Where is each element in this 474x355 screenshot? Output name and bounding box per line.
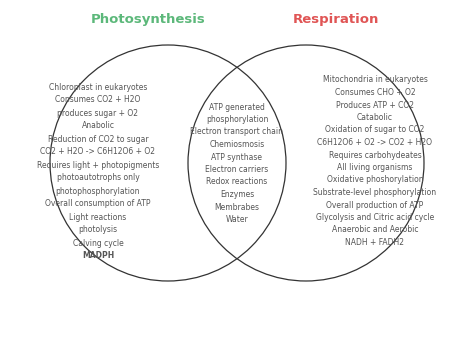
Text: Respiration: Respiration	[293, 12, 379, 26]
Text: Produces ATP + CO2: Produces ATP + CO2	[336, 100, 414, 109]
Text: Anabolic: Anabolic	[82, 121, 115, 131]
Text: CO2 + H2O -> C6H12O6 + O2: CO2 + H2O -> C6H12O6 + O2	[40, 147, 155, 157]
Text: Oxidation of sugar to CO2: Oxidation of sugar to CO2	[325, 126, 425, 135]
Text: ATP generated: ATP generated	[209, 103, 265, 111]
Text: Substrate-level phosphorylation: Substrate-level phosphorylation	[313, 188, 437, 197]
Text: ATP synthase: ATP synthase	[211, 153, 263, 162]
Text: photoautotrophs only: photoautotrophs only	[56, 174, 139, 182]
Text: produces sugar + O2: produces sugar + O2	[57, 109, 138, 118]
Text: Chemiosmosis: Chemiosmosis	[210, 140, 264, 149]
Text: Mitochondria in eukaryotes: Mitochondria in eukaryotes	[323, 76, 428, 84]
Text: photophosphorylation: photophosphorylation	[56, 186, 140, 196]
Text: Enzymes: Enzymes	[220, 190, 254, 199]
Text: Catabolic: Catabolic	[357, 113, 393, 122]
Text: Oxidative phoshorylation: Oxidative phoshorylation	[327, 175, 423, 185]
Text: All living organisms: All living organisms	[337, 163, 413, 172]
Text: Anaerobic and Aerobic: Anaerobic and Aerobic	[332, 225, 418, 235]
Text: photolysis: photolysis	[78, 225, 118, 235]
Text: Requires carbohydeates: Requires carbohydeates	[328, 151, 421, 159]
Text: Calving cycle: Calving cycle	[73, 239, 123, 247]
Text: Water: Water	[226, 215, 248, 224]
Text: C6H12O6 + O2 -> CO2 + H2O: C6H12O6 + O2 -> CO2 + H2O	[318, 138, 432, 147]
Text: MADPH: MADPH	[82, 251, 114, 261]
Text: Glycolysis and Citric acid cycle: Glycolysis and Citric acid cycle	[316, 213, 434, 222]
Text: Electron transport chain: Electron transport chain	[191, 127, 283, 137]
Text: Photosynthesis: Photosynthesis	[91, 12, 205, 26]
Text: Membrabes: Membrabes	[215, 202, 259, 212]
Text: Consumes CHO + O2: Consumes CHO + O2	[335, 88, 415, 97]
Text: NADH + FADH2: NADH + FADH2	[346, 238, 404, 247]
Text: Consumes CO2 + H2O: Consumes CO2 + H2O	[55, 95, 141, 104]
Text: Requires light + photopigments: Requires light + photopigments	[37, 160, 159, 169]
Text: Redox reactions: Redox reactions	[206, 178, 268, 186]
Text: Overall production of ATP: Overall production of ATP	[327, 201, 424, 209]
Text: Reduction of CO2 to sugar: Reduction of CO2 to sugar	[48, 135, 148, 143]
Text: Chloroplast in eukaryotes: Chloroplast in eukaryotes	[49, 82, 147, 92]
Text: Light reactions: Light reactions	[69, 213, 127, 222]
Text: Electron carriers: Electron carriers	[205, 165, 269, 174]
Text: Overall consumption of ATP: Overall consumption of ATP	[45, 200, 151, 208]
Text: phosphorylation: phosphorylation	[206, 115, 268, 124]
